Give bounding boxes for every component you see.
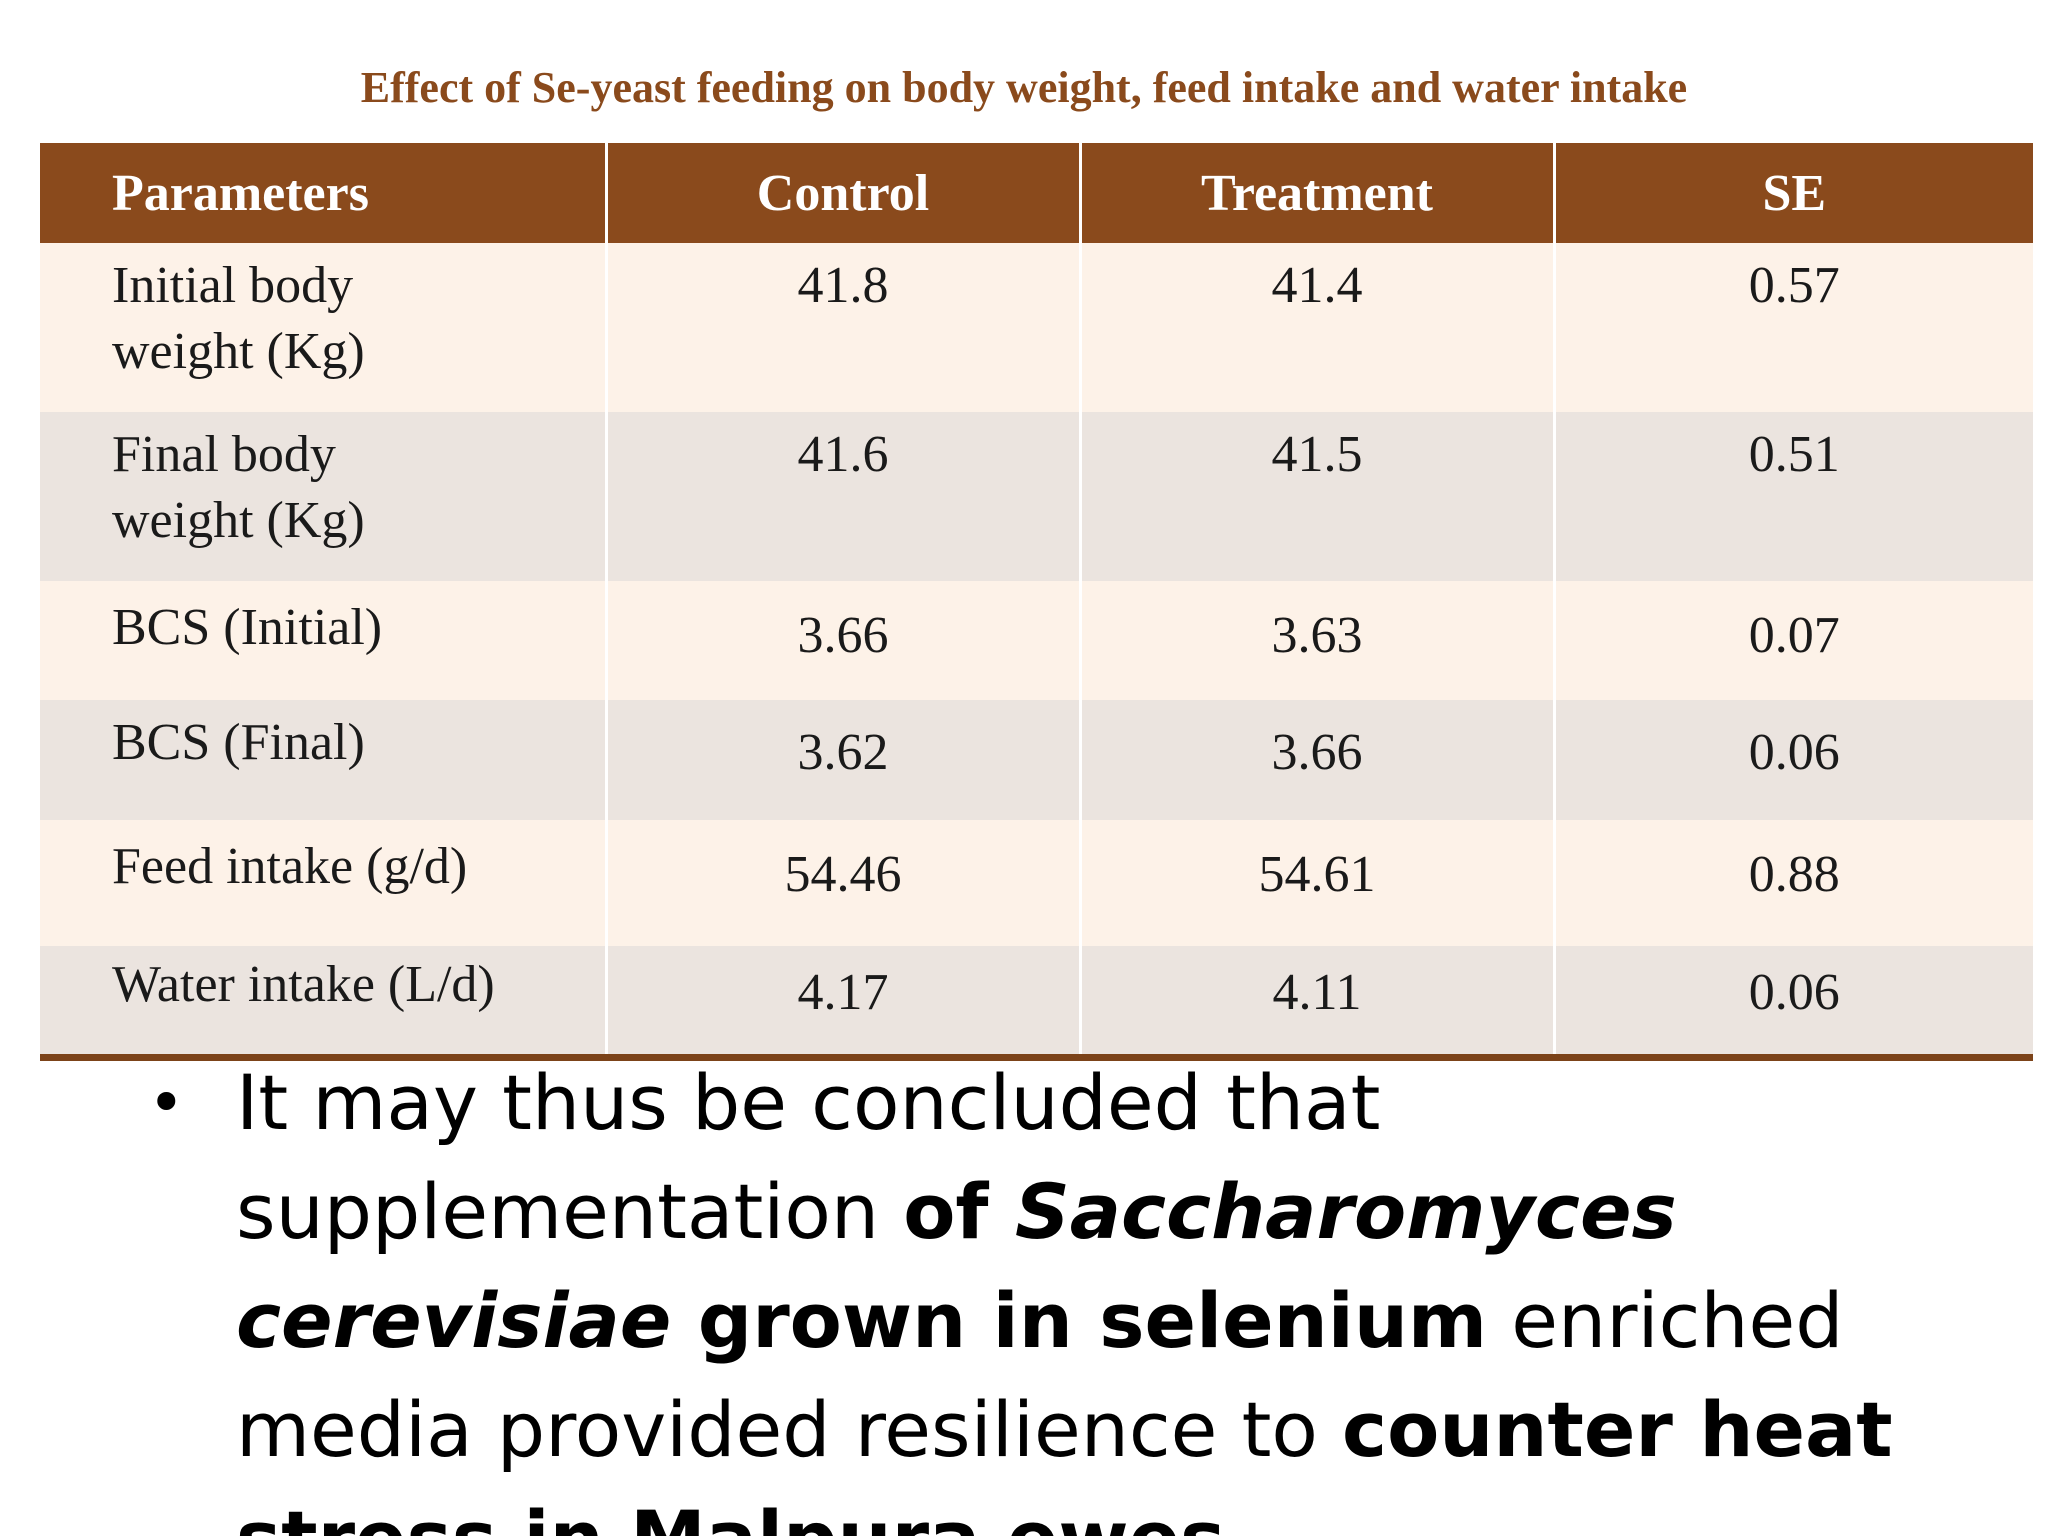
conclusion-seg-1: It may thus be concluded that supplement… [236,1058,1381,1256]
header-parameters: Parameters [40,143,608,243]
cell-control: 3.66 [606,581,1082,700]
header-control: Control [606,143,1082,243]
param-line-1: Initial body [112,257,354,314]
table-row: BCS (Final) 3.62 3.66 0.06 [40,700,2033,820]
conclusion-seg-4: grown in selenium [671,1276,1488,1365]
param-line-2: weight (Kg) [112,492,365,549]
cell-se: 0.07 [1554,581,2033,700]
bullet-dot-icon: • [148,1066,185,1139]
cell-se: 0.57 [1554,243,2033,412]
param-line-1: Final body [112,426,336,483]
species-name: Saccharomyces cerevisiae [236,1167,1677,1365]
conclusion-seg-6: counter heat stress in Malpura ewes. [236,1385,1893,1536]
cell-control: 41.6 [606,412,1082,581]
conclusion-text: It may thus be concluded that supplement… [236,1048,2028,1536]
header-treatment: Treatment [1080,143,1556,243]
row-parameter: Water intake (L/d) [40,946,608,1058]
row-parameter: Feed intake (g/d) [40,820,608,946]
param-line-2: weight (Kg) [112,323,365,380]
conclusion-seg-5: enriched media provided resilience to [236,1276,1844,1474]
cell-control: 4.17 [606,946,1082,1058]
cell-treatment: 4.11 [1080,946,1556,1058]
cell-se: 0.06 [1554,700,2033,820]
row-parameter: BCS (Final) [40,700,608,820]
cell-control: 41.8 [606,243,1082,412]
cell-se: 0.88 [1554,820,2033,946]
row-parameter: Initial body weight (Kg) [40,243,608,412]
cell-treatment: 41.5 [1080,412,1556,581]
cell-se: 0.06 [1554,946,2033,1058]
cell-control: 3.62 [606,700,1082,820]
table-row: Feed intake (g/d) 54.46 54.61 0.88 [40,820,2033,946]
cell-control: 54.46 [606,820,1082,946]
conclusion-bullet: • It may thus be concluded that suppleme… [148,1048,2028,1536]
cell-treatment: 3.66 [1080,700,1556,820]
results-table: Parameters Control Treatment SE Initial … [40,143,2033,1061]
cell-treatment: 41.4 [1080,243,1556,412]
row-parameter: BCS (Initial) [40,581,608,700]
cell-treatment: 3.63 [1080,581,1556,700]
header-se: SE [1554,143,2033,243]
conclusion-seg-2: of [903,1167,1015,1256]
table-row: Final body weight (Kg) 41.6 41.5 0.51 [40,412,2033,581]
table-row: Water intake (L/d) 4.17 4.11 0.06 [40,946,2033,1058]
row-parameter: Final body weight (Kg) [40,412,608,581]
table-row: Initial body weight (Kg) 41.8 41.4 0.57 [40,243,2033,412]
table-header-row: Parameters Control Treatment SE [40,143,2033,243]
cell-treatment: 54.61 [1080,820,1556,946]
table-row: BCS (Initial) 3.66 3.63 0.07 [40,581,2033,700]
cell-se: 0.51 [1554,412,2033,581]
table-title: Effect of Se-yeast feeding on body weigh… [360,63,1688,112]
